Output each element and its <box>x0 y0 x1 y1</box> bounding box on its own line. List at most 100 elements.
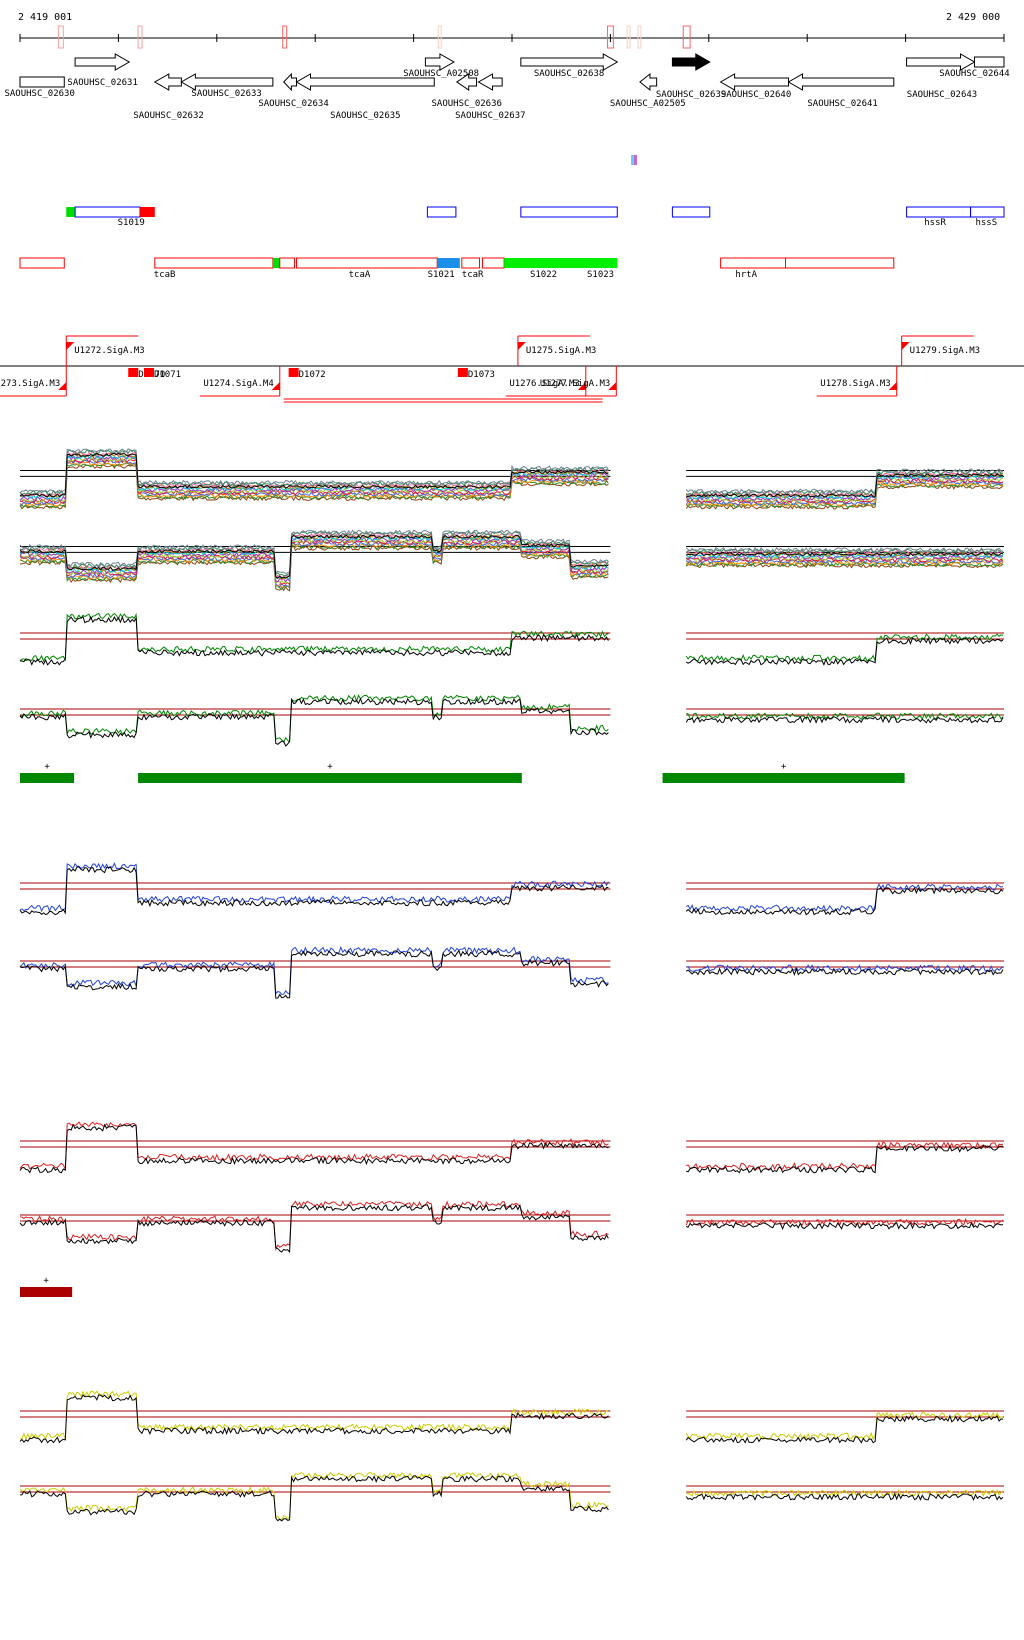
profile-line <box>19 949 609 999</box>
profile-line <box>19 529 609 575</box>
segment-blue <box>906 206 972 218</box>
segment-filled <box>580 258 618 268</box>
segment-blue <box>520 206 618 218</box>
gene-arrow <box>456 73 478 91</box>
gene-label: SAOUHSC_02639 <box>656 90 726 100</box>
gene-arrow <box>906 53 976 71</box>
profile-line <box>19 1203 609 1254</box>
gene-label: SAOUHSC_02643 <box>907 90 977 100</box>
gene-label: SAOUHSC_02638 <box>534 69 604 79</box>
segment-red <box>296 257 438 269</box>
profile-line <box>685 546 1004 553</box>
promoter-flag <box>271 382 280 390</box>
terminator-block <box>288 368 299 377</box>
profile-line <box>685 716 1004 724</box>
profile-line <box>19 1121 609 1171</box>
segment-label: S1023 <box>587 270 614 280</box>
block-sign: + <box>781 762 787 772</box>
expression-block <box>20 1287 73 1297</box>
segment-filled <box>504 258 618 268</box>
profile-line <box>19 1471 609 1521</box>
ruler-marker <box>637 25 642 49</box>
ruler-marker <box>606 25 614 49</box>
terminator-block <box>457 368 468 377</box>
profile-line <box>685 636 1004 666</box>
promoter-flag <box>577 382 586 390</box>
profile-line <box>685 886 1004 916</box>
segment-blue <box>671 206 711 218</box>
profile-line <box>685 883 1004 912</box>
gene-arrow <box>520 53 619 71</box>
segment-red <box>19 257 65 269</box>
segment-red <box>720 257 895 269</box>
profile-line <box>19 452 609 498</box>
gene-arrow <box>153 73 182 91</box>
segment-label: tcaB <box>154 270 176 280</box>
profile-line <box>19 1475 609 1522</box>
segment-label: hrtA <box>735 270 757 280</box>
ruler-marker <box>282 25 288 49</box>
block-sign: + <box>327 762 333 772</box>
profile-line <box>685 548 1004 555</box>
marker-magenta <box>634 155 637 165</box>
profile-line <box>685 555 1004 562</box>
promoter-flag <box>58 382 67 390</box>
promoter-label: U1272.SigA.M3 <box>74 346 144 356</box>
promoter-flag <box>901 342 910 350</box>
promoter-label: U1273.SigA.M3 <box>0 379 60 389</box>
promoter-label: U1274.SigA.M4 <box>203 379 273 389</box>
promoter-label: U1277.SigA.M3 <box>540 379 610 389</box>
segment-label: S1021 <box>428 270 455 280</box>
terminator-block <box>143 368 154 377</box>
promoter-label: U1276.SigA.M3 <box>509 379 579 389</box>
terminator-label: D1073 <box>468 370 495 380</box>
segment-label: hssS <box>975 218 997 228</box>
segment-red-end <box>140 207 155 217</box>
segment-label: tcaA <box>349 270 371 280</box>
segment-blue <box>426 206 457 218</box>
profile-line <box>685 967 1004 976</box>
profile-line <box>19 534 609 579</box>
profile-line <box>685 479 1004 506</box>
profile-line <box>685 1492 1004 1502</box>
gene-arrow <box>74 53 131 71</box>
profile-line <box>19 541 609 588</box>
coordinate-left: 2 419 001 <box>18 12 73 23</box>
segment-filled <box>437 258 460 268</box>
segment-blue <box>970 206 1005 218</box>
segment-green-end <box>272 258 280 268</box>
segment-label: S1022 <box>530 270 557 280</box>
coordinate-right: 2 429 000 <box>946 12 1001 23</box>
profile-line <box>19 697 609 747</box>
profile-line <box>19 1394 609 1444</box>
profile-line <box>686 1145 1004 1174</box>
gene-label: SAOUHSC_02635 <box>330 111 400 121</box>
profile-line <box>19 542 609 589</box>
profile-line <box>19 862 609 913</box>
gene-label: SAOUHSC_02637 <box>455 111 525 121</box>
promoter-flag <box>517 342 526 350</box>
gene-arrow <box>424 53 455 71</box>
segment-red <box>279 257 296 269</box>
promoter-flag <box>608 382 617 390</box>
profile-line <box>686 1221 1004 1231</box>
gene-label: SAOUHSC_02632 <box>133 111 203 121</box>
profile-line <box>686 478 1004 505</box>
profile-line <box>685 475 1004 502</box>
profile-line <box>686 551 1004 557</box>
gene-arrow <box>295 73 435 91</box>
profile-line <box>686 964 1004 973</box>
gene-label: SAOUHSC_02636 <box>432 99 502 109</box>
profile-line <box>19 536 609 583</box>
segment-label: S1019 <box>118 218 145 228</box>
profile-line <box>685 1217 1004 1227</box>
segment-label: tcaR <box>462 270 484 280</box>
gene-arrow <box>477 73 503 91</box>
promoter-label: U1278.SigA.M3 <box>820 379 890 389</box>
gene-label: SAOUHSC_02630 <box>4 89 74 99</box>
profile-line <box>685 561 1004 568</box>
profile-line <box>685 1414 1004 1444</box>
segment-blue <box>74 206 141 218</box>
